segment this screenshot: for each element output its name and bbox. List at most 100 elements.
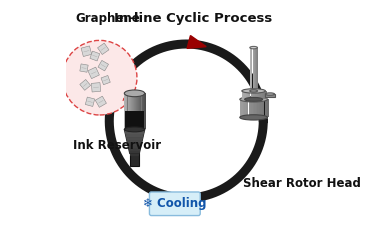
- Polygon shape: [247, 91, 248, 99]
- Polygon shape: [247, 99, 248, 117]
- Polygon shape: [88, 67, 99, 79]
- Polygon shape: [257, 91, 258, 99]
- Polygon shape: [264, 99, 266, 117]
- Polygon shape: [129, 93, 130, 129]
- Polygon shape: [253, 91, 254, 99]
- Text: ❄ Cooling: ❄ Cooling: [143, 197, 207, 210]
- Polygon shape: [124, 129, 145, 132]
- Polygon shape: [98, 60, 109, 71]
- Polygon shape: [246, 99, 247, 117]
- Polygon shape: [101, 76, 110, 85]
- Polygon shape: [136, 93, 137, 129]
- Ellipse shape: [240, 115, 268, 120]
- Polygon shape: [266, 99, 268, 117]
- Ellipse shape: [250, 46, 258, 49]
- Polygon shape: [257, 48, 258, 91]
- Ellipse shape: [242, 89, 265, 93]
- Polygon shape: [126, 93, 127, 129]
- Polygon shape: [256, 48, 257, 91]
- Polygon shape: [142, 93, 144, 129]
- Polygon shape: [251, 91, 252, 99]
- Polygon shape: [258, 91, 259, 99]
- Circle shape: [62, 40, 137, 115]
- Polygon shape: [259, 91, 260, 99]
- Polygon shape: [254, 91, 255, 99]
- FancyBboxPatch shape: [149, 192, 200, 216]
- Polygon shape: [240, 99, 241, 117]
- Polygon shape: [265, 94, 275, 98]
- Polygon shape: [130, 153, 139, 156]
- Polygon shape: [145, 93, 146, 129]
- Polygon shape: [259, 99, 260, 117]
- Polygon shape: [97, 43, 109, 54]
- Polygon shape: [128, 145, 141, 148]
- Polygon shape: [133, 93, 134, 129]
- Polygon shape: [248, 91, 249, 99]
- Ellipse shape: [124, 90, 145, 97]
- Polygon shape: [243, 91, 244, 99]
- Polygon shape: [129, 148, 141, 151]
- Polygon shape: [250, 48, 251, 91]
- Polygon shape: [243, 99, 244, 117]
- Polygon shape: [262, 99, 263, 117]
- Polygon shape: [137, 93, 138, 129]
- Polygon shape: [81, 46, 92, 57]
- Polygon shape: [126, 137, 143, 140]
- Polygon shape: [253, 99, 254, 117]
- Polygon shape: [132, 93, 133, 129]
- Text: Graphene: Graphene: [75, 12, 140, 24]
- Polygon shape: [252, 48, 253, 91]
- Polygon shape: [127, 143, 142, 145]
- Polygon shape: [244, 91, 246, 99]
- Text: Ink Reservoir: Ink Reservoir: [73, 139, 161, 151]
- Polygon shape: [255, 48, 256, 91]
- Polygon shape: [261, 91, 262, 99]
- Polygon shape: [166, 194, 186, 206]
- Ellipse shape: [124, 127, 145, 132]
- Polygon shape: [135, 93, 136, 129]
- Polygon shape: [244, 99, 246, 117]
- Polygon shape: [95, 96, 106, 107]
- Polygon shape: [138, 93, 139, 129]
- Polygon shape: [252, 91, 253, 99]
- Polygon shape: [256, 91, 257, 99]
- Polygon shape: [125, 132, 144, 135]
- Polygon shape: [125, 111, 144, 129]
- Polygon shape: [90, 51, 100, 61]
- Polygon shape: [134, 93, 135, 129]
- Polygon shape: [91, 83, 101, 92]
- Polygon shape: [260, 99, 261, 117]
- Polygon shape: [187, 36, 206, 48]
- Polygon shape: [126, 135, 144, 137]
- Polygon shape: [249, 91, 251, 99]
- Polygon shape: [127, 140, 142, 143]
- Polygon shape: [131, 93, 132, 129]
- Polygon shape: [262, 91, 263, 99]
- Polygon shape: [256, 99, 257, 117]
- Polygon shape: [130, 153, 139, 166]
- Polygon shape: [130, 93, 131, 129]
- Polygon shape: [124, 93, 126, 129]
- Polygon shape: [246, 91, 247, 99]
- Ellipse shape: [265, 93, 275, 95]
- Polygon shape: [129, 151, 140, 153]
- Ellipse shape: [240, 97, 268, 102]
- Polygon shape: [251, 48, 252, 91]
- Polygon shape: [254, 48, 255, 91]
- Text: Shear Rotor Head: Shear Rotor Head: [243, 177, 361, 190]
- Polygon shape: [257, 99, 259, 117]
- Polygon shape: [263, 91, 264, 99]
- Polygon shape: [85, 97, 95, 106]
- Polygon shape: [80, 64, 88, 72]
- Polygon shape: [264, 91, 265, 99]
- Polygon shape: [241, 99, 243, 117]
- Polygon shape: [251, 99, 253, 117]
- Polygon shape: [144, 93, 145, 129]
- Polygon shape: [242, 91, 243, 99]
- Polygon shape: [253, 48, 254, 91]
- Polygon shape: [127, 93, 129, 129]
- Polygon shape: [124, 129, 145, 153]
- Polygon shape: [250, 99, 251, 117]
- Ellipse shape: [250, 90, 258, 92]
- Polygon shape: [265, 91, 266, 99]
